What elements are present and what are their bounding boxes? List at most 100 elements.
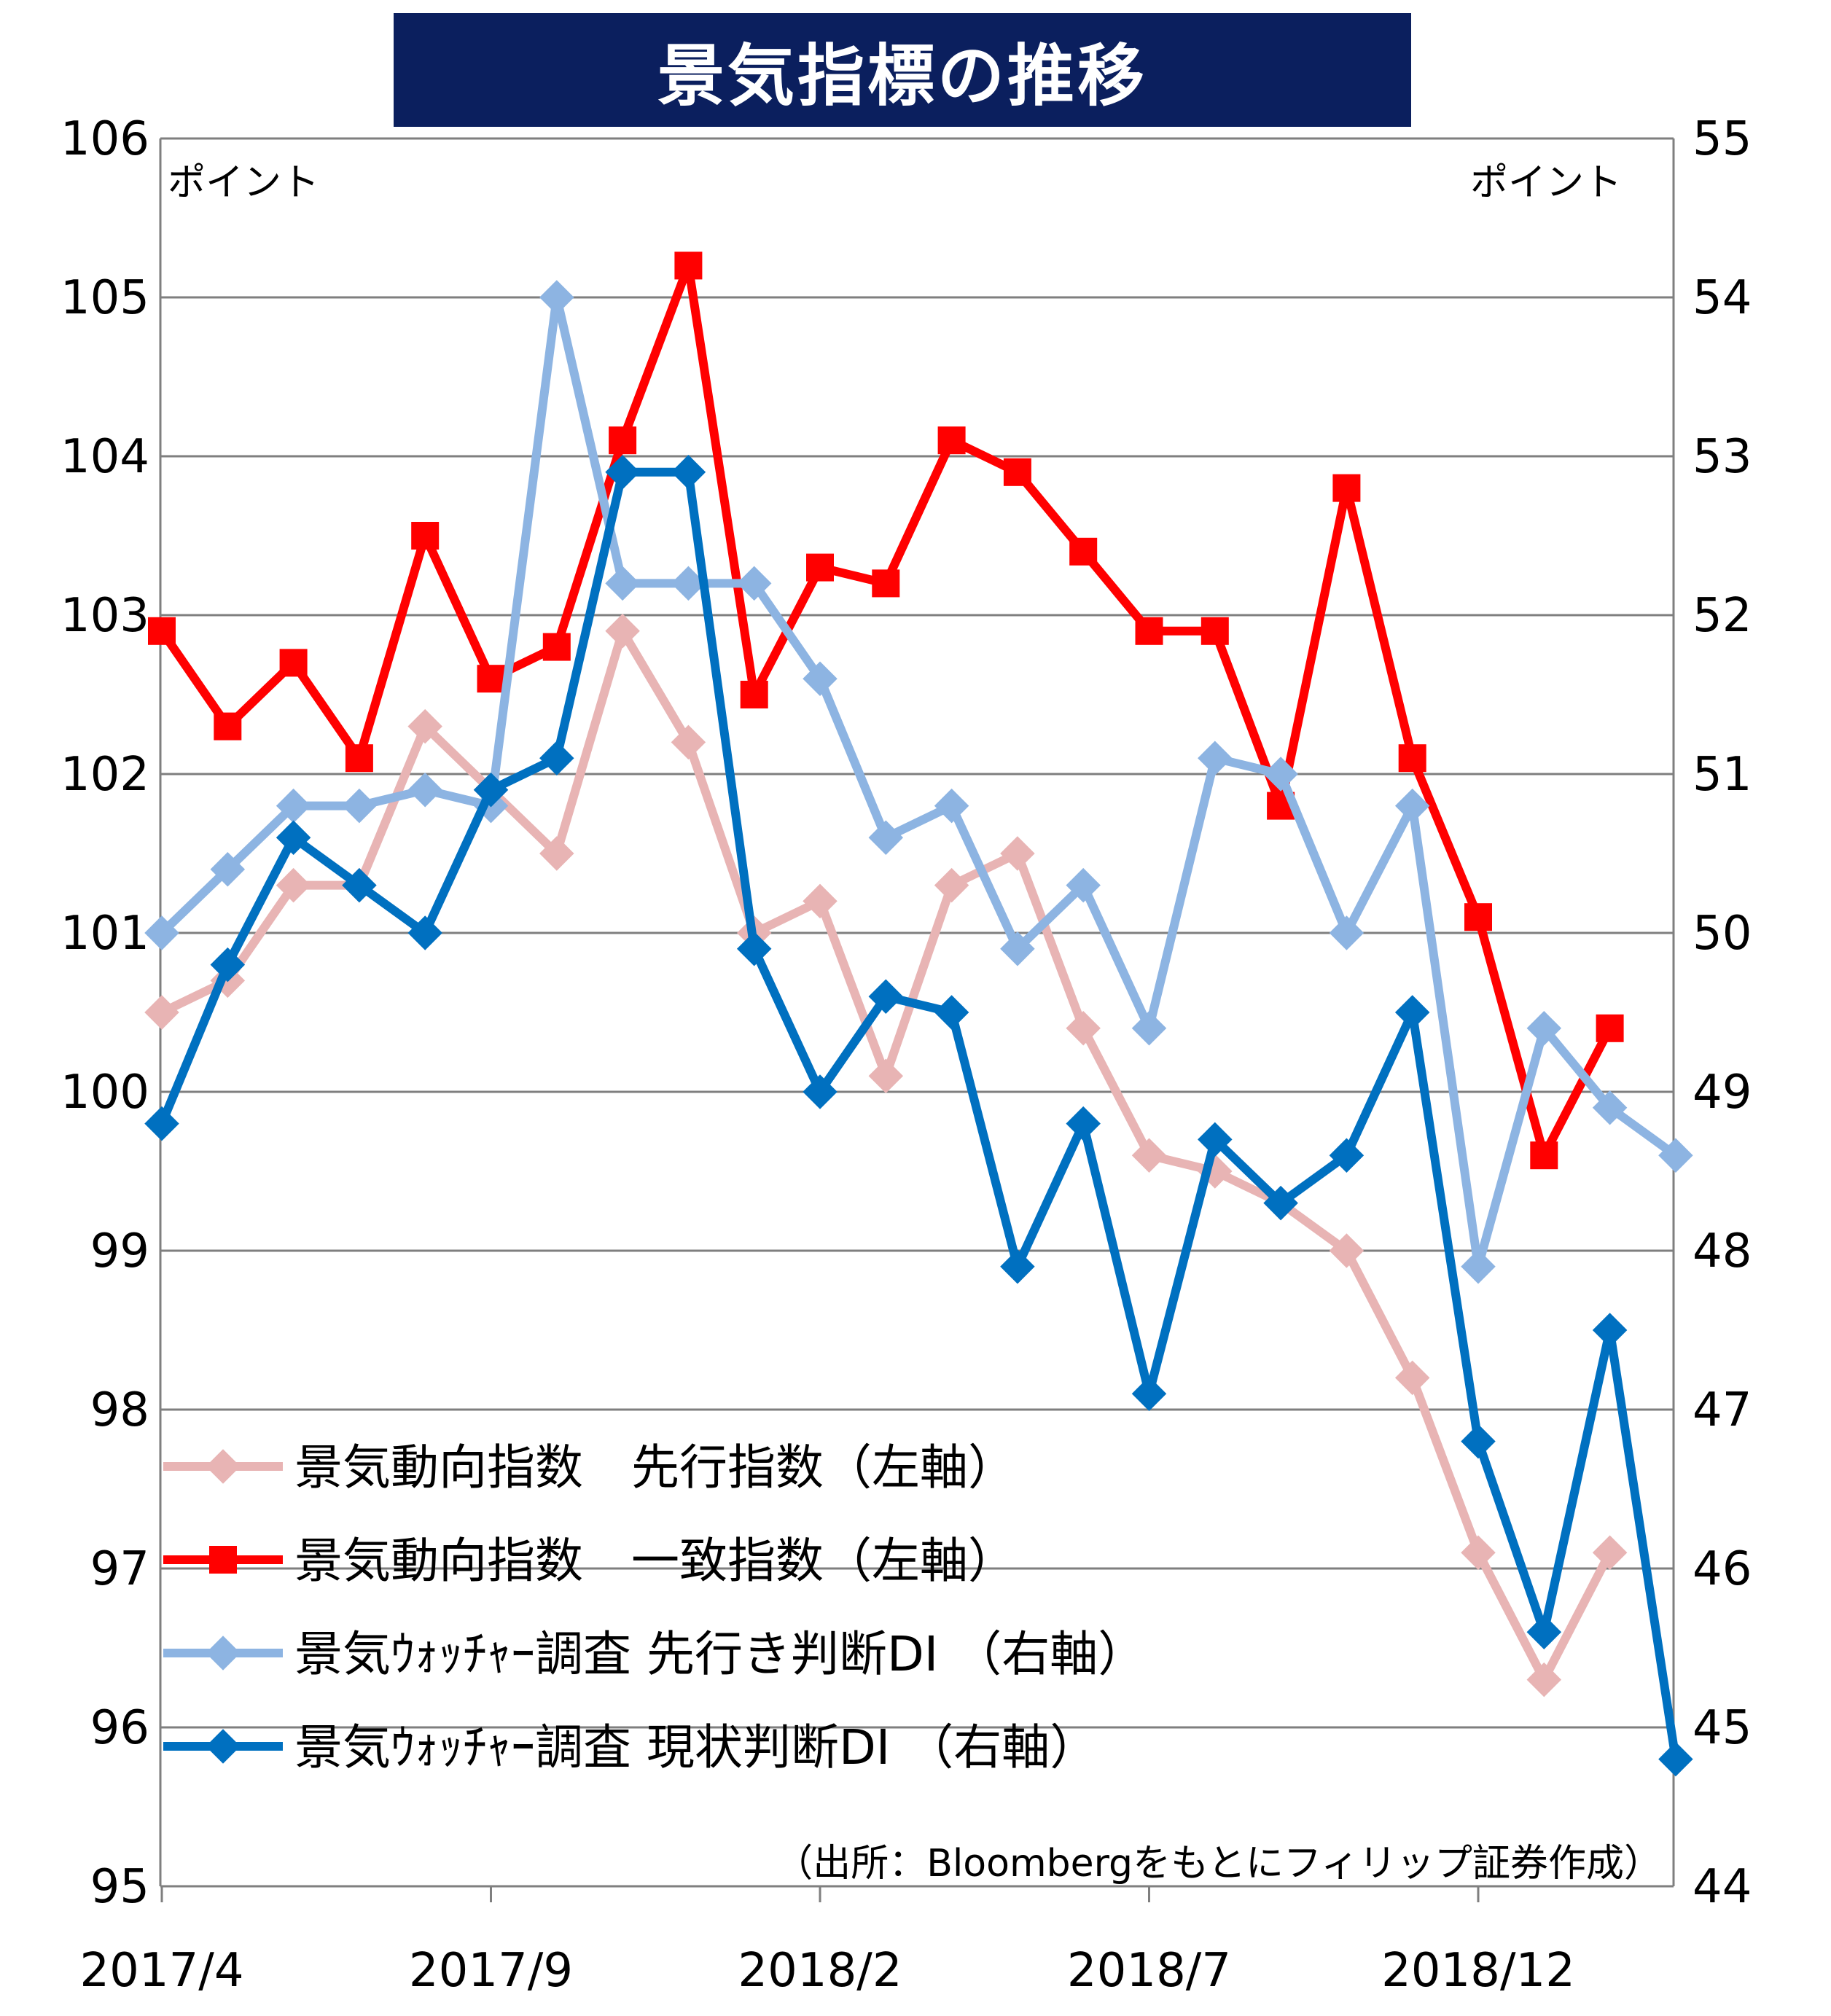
- y-left-tick-label: 99: [90, 1224, 149, 1278]
- data-point-s4: [1132, 1376, 1167, 1411]
- x-tick-label: 2018/2: [738, 1944, 902, 1998]
- data-point-s2: [1399, 744, 1426, 772]
- y-right-tick-label: 49: [1693, 1066, 1752, 1120]
- y-left-tick-label: 106: [60, 112, 149, 166]
- y-right-tick-label: 44: [1693, 1860, 1752, 1914]
- y-left-tick-label: 96: [90, 1701, 149, 1755]
- legend-label: 景気ｳｫｯﾁｬｰ調査 現状判断DI （右軸）: [294, 1719, 1098, 1775]
- legend-swatch-marker: [206, 1729, 241, 1764]
- data-point-s3: [407, 773, 442, 808]
- data-point-s2: [609, 426, 636, 454]
- y-right-tick-label: 55: [1693, 112, 1752, 166]
- y-left-tick-label: 97: [90, 1542, 149, 1596]
- data-point-s1: [1527, 1663, 1562, 1697]
- data-point-s2: [345, 744, 373, 772]
- data-point-s1: [1395, 1361, 1430, 1396]
- chart-title-box: 景気指標の推移: [394, 13, 1411, 127]
- x-tick-label: 2017/4: [79, 1944, 243, 1998]
- data-point-s4: [1527, 1614, 1562, 1649]
- data-point-s2: [1464, 903, 1492, 931]
- y-left-tick-label: 103: [60, 589, 149, 643]
- y-right-tick-label: 45: [1693, 1701, 1752, 1755]
- data-point-s4: [1395, 995, 1430, 1030]
- data-point-s1: [1066, 1011, 1101, 1046]
- data-point-s4: [539, 741, 574, 775]
- data-point-s2: [411, 522, 439, 550]
- data-point-s3: [869, 820, 904, 855]
- data-point-s3: [605, 566, 640, 601]
- data-point-s2: [280, 649, 308, 676]
- data-point-s1: [1132, 1138, 1167, 1173]
- series-line-3: [162, 297, 1676, 1267]
- y-left-tick-label: 100: [60, 1066, 149, 1120]
- data-point-s3: [1330, 915, 1365, 950]
- data-point-s3: [539, 280, 574, 315]
- legend-swatch-marker: [206, 1449, 241, 1484]
- data-point-s3: [1198, 741, 1233, 775]
- legend-swatch-marker: [209, 1546, 237, 1574]
- data-point-s2: [148, 617, 176, 645]
- data-point-s1: [144, 995, 179, 1030]
- legend-label: 景気動向指数 一致指数（左軸）: [294, 1533, 1016, 1589]
- y-left-tick-label: 102: [60, 748, 149, 802]
- y-right-tick-label: 53: [1693, 430, 1752, 484]
- data-point-s4: [671, 455, 706, 490]
- data-point-s1: [1593, 1535, 1628, 1570]
- data-point-s3: [1132, 1011, 1167, 1046]
- source-note: （出所：Bloombergをもとにフィリップ証券作成）: [775, 1842, 1662, 1886]
- data-point-s4: [934, 995, 969, 1030]
- data-point-s2: [1201, 617, 1229, 645]
- data-point-s4: [144, 1106, 179, 1141]
- data-point-s1: [1461, 1535, 1496, 1570]
- data-point-s1: [1000, 836, 1035, 871]
- line-chart: 95 96 97 98 99 100 101 102 103 104 105 106 44 45 46 47 4…: [0, 0, 1831, 2013]
- legend-label: 景気ｳｫｯﾁｬｰ調査 先行き判断DI （右軸）: [294, 1626, 1146, 1682]
- y-right-tick-label: 50: [1693, 907, 1752, 961]
- y-right-tick-label: 52: [1693, 589, 1752, 643]
- y-left-tick-label: 101: [60, 907, 149, 961]
- data-point-s2: [938, 426, 966, 454]
- data-point-s2: [543, 633, 571, 661]
- data-point-s2: [214, 713, 241, 741]
- y-left-tick-label: 104: [60, 430, 149, 484]
- data-point-s4: [1658, 1742, 1693, 1777]
- data-point-s4: [1593, 1313, 1628, 1348]
- x-tick-label: 2018/7: [1067, 1944, 1231, 1998]
- data-point-s4: [1066, 1106, 1101, 1141]
- data-point-s2: [872, 569, 899, 597]
- chart-frame: 景気指標の推移 95 96 97 98 99 100 101 102 103 104 105 106 4…: [0, 0, 1831, 2013]
- data-point-s1: [869, 1058, 904, 1093]
- data-point-s2: [806, 554, 834, 582]
- data-point-s4: [1000, 1249, 1035, 1284]
- data-point-s3: [1461, 1249, 1496, 1284]
- x-tick-label: 2018/12: [1381, 1944, 1575, 1998]
- data-point-s3: [342, 789, 377, 824]
- y-right-tick-label: 47: [1693, 1383, 1752, 1437]
- series-line-1: [162, 631, 1610, 1680]
- data-point-s3: [934, 789, 969, 824]
- data-point-s2: [1004, 458, 1031, 486]
- data-point-s2: [741, 681, 768, 708]
- y-left-tick-label: 95: [90, 1860, 149, 1914]
- series-line-2: [162, 265, 1610, 1155]
- chart-title: 景気指標の推移: [657, 22, 1147, 119]
- data-point-s4: [1461, 1424, 1496, 1459]
- y-right-tick-label: 46: [1693, 1542, 1752, 1596]
- legend-swatch-marker: [206, 1636, 241, 1671]
- y-left-tick-label: 105: [60, 271, 149, 325]
- data-point-s2: [1136, 617, 1163, 645]
- legend-label: 景気動向指数 先行指数（左軸）: [294, 1439, 1016, 1496]
- y-right-tick-label: 51: [1693, 748, 1752, 802]
- data-point-s2: [1069, 538, 1097, 566]
- data-point-s2: [1332, 474, 1360, 502]
- y-right-tick-label: 48: [1693, 1224, 1752, 1278]
- x-tick-label: 2017/9: [409, 1944, 573, 1998]
- data-point-s1: [803, 884, 838, 919]
- y-right-tick-label: 54: [1693, 271, 1752, 325]
- data-point-s2: [477, 665, 505, 692]
- data-point-s2: [1596, 1015, 1624, 1042]
- data-point-s2: [1530, 1141, 1558, 1169]
- y-left-tick-label: 98: [90, 1383, 149, 1437]
- data-point-s1: [934, 868, 969, 903]
- y-right-unit-label: ポイント: [1470, 161, 1622, 205]
